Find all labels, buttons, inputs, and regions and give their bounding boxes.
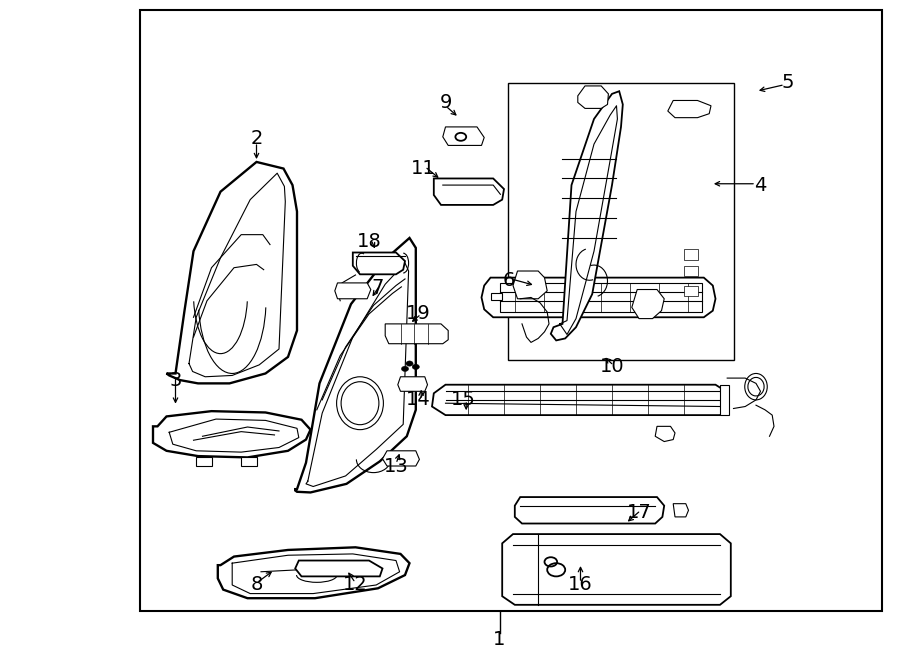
Polygon shape	[335, 283, 371, 299]
Polygon shape	[295, 238, 416, 492]
Polygon shape	[398, 377, 428, 391]
Polygon shape	[684, 286, 698, 296]
Polygon shape	[515, 497, 664, 524]
Polygon shape	[153, 411, 310, 457]
Polygon shape	[295, 561, 382, 576]
Text: 9: 9	[439, 93, 452, 112]
Text: 12: 12	[343, 576, 368, 594]
Polygon shape	[513, 271, 547, 299]
Text: 10: 10	[599, 358, 625, 376]
Polygon shape	[655, 426, 675, 442]
Text: 7: 7	[372, 278, 384, 297]
Polygon shape	[218, 547, 410, 598]
Polygon shape	[551, 91, 623, 340]
Polygon shape	[385, 324, 448, 344]
Circle shape	[406, 361, 413, 366]
Polygon shape	[434, 178, 504, 205]
Circle shape	[412, 364, 419, 369]
Polygon shape	[502, 534, 731, 605]
Polygon shape	[508, 83, 734, 360]
Polygon shape	[684, 266, 698, 276]
Polygon shape	[196, 457, 211, 466]
Polygon shape	[491, 293, 502, 300]
Polygon shape	[166, 162, 297, 383]
Polygon shape	[720, 385, 729, 415]
Polygon shape	[500, 283, 702, 312]
Polygon shape	[632, 290, 664, 319]
Polygon shape	[353, 253, 405, 274]
Text: 4: 4	[754, 176, 767, 194]
Circle shape	[401, 366, 409, 371]
Text: 6: 6	[502, 272, 515, 290]
Text: 19: 19	[406, 305, 431, 323]
Polygon shape	[443, 127, 484, 145]
Text: 16: 16	[568, 576, 593, 594]
Text: 15: 15	[451, 391, 476, 409]
Text: 5: 5	[781, 73, 794, 92]
Polygon shape	[673, 504, 689, 517]
Text: 11: 11	[410, 159, 436, 178]
Polygon shape	[668, 100, 711, 118]
Text: 3: 3	[169, 371, 182, 389]
Text: 2: 2	[250, 130, 263, 148]
Text: 13: 13	[383, 457, 409, 475]
Polygon shape	[684, 249, 698, 260]
Text: 8: 8	[250, 576, 263, 594]
Polygon shape	[382, 451, 419, 466]
Text: 18: 18	[356, 232, 382, 251]
Polygon shape	[482, 278, 716, 317]
Polygon shape	[241, 457, 256, 466]
Text: 17: 17	[626, 503, 652, 522]
Polygon shape	[578, 86, 608, 108]
Polygon shape	[432, 385, 729, 415]
Text: 1: 1	[493, 630, 506, 648]
Text: 14: 14	[406, 391, 431, 409]
Bar	[140, 10, 882, 611]
